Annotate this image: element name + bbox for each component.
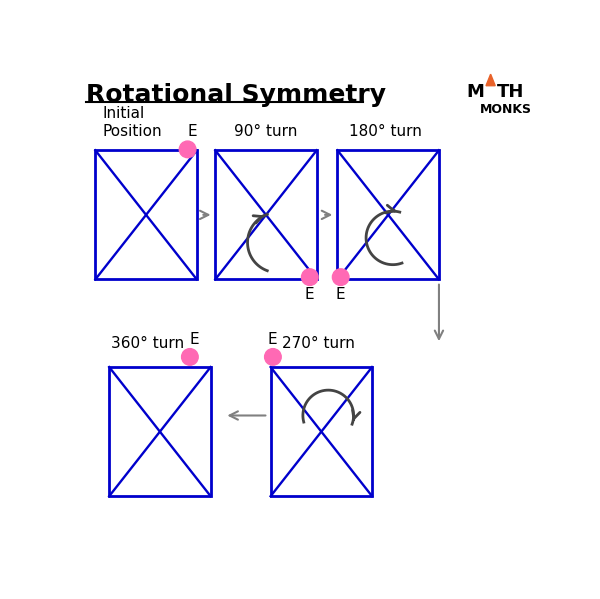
Text: E: E [187, 124, 197, 139]
Text: 270° turn: 270° turn [282, 336, 355, 351]
Text: 90° turn: 90° turn [234, 124, 297, 139]
Circle shape [302, 269, 318, 286]
Text: MONKS: MONKS [479, 103, 532, 116]
Text: E: E [336, 288, 346, 302]
Circle shape [182, 349, 198, 365]
Text: E: E [190, 332, 199, 347]
Text: TH: TH [497, 83, 524, 101]
Text: E: E [305, 288, 314, 302]
Bar [271, 367, 372, 496]
Polygon shape [486, 74, 495, 86]
Bar [215, 150, 317, 279]
Text: E: E [267, 332, 277, 347]
Text: Initial
Position: Initial Position [102, 107, 162, 139]
Text: Rotational Symmetry: Rotational Symmetry [86, 83, 386, 107]
Bar [95, 150, 197, 279]
Circle shape [265, 349, 281, 365]
Circle shape [179, 141, 196, 158]
Text: 180° turn: 180° turn [349, 124, 422, 139]
Bar [109, 367, 211, 496]
Bar [337, 150, 439, 279]
Text: M: M [467, 83, 484, 101]
Circle shape [332, 269, 349, 286]
Text: 360° turn: 360° turn [112, 336, 185, 351]
